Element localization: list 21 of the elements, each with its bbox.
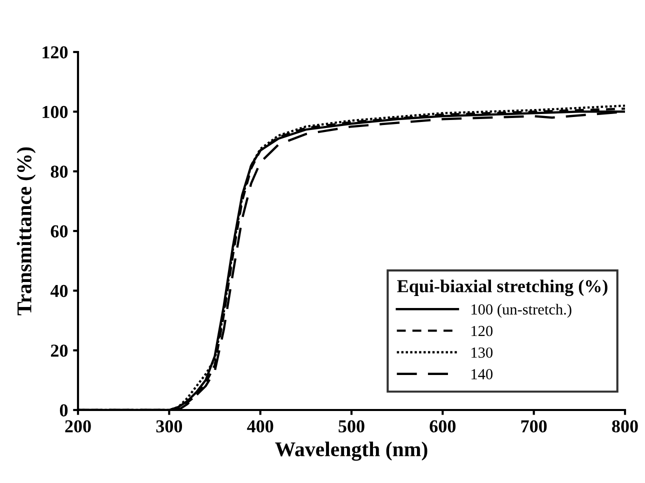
- x-tick-label: 600: [430, 420, 456, 432]
- legend-label: 140: [472, 369, 493, 380]
- y-tick-label: 100: [42, 106, 68, 118]
- y-axis-title: Transmittance (%): [16, 147, 36, 316]
- y-tick-label: 120: [42, 46, 68, 58]
- x-tick-label: 800: [612, 420, 638, 432]
- x-tick-label: 400: [247, 420, 274, 432]
- x-axis-title: Wavelength (nm): [275, 442, 428, 461]
- legend-label: 100 (un-stretch.): [472, 304, 572, 318]
- legend-label: 120: [472, 326, 493, 336]
- y-tick-label: 40: [50, 284, 68, 298]
- y-tick-label: 0: [60, 404, 68, 416]
- x-tick-label: 300: [156, 420, 182, 432]
- legend-label: 130: [472, 347, 493, 358]
- y-tick-label: 20: [50, 344, 68, 357]
- legend-title: Equi-biaxial stretching (%): [397, 280, 608, 296]
- y-tick-label: 60: [50, 225, 68, 238]
- x-tick-label: 700: [521, 420, 547, 432]
- x-tick-label: 500: [338, 420, 364, 432]
- x-tick-label: 200: [65, 420, 91, 432]
- y-tick-label: 80: [50, 166, 68, 178]
